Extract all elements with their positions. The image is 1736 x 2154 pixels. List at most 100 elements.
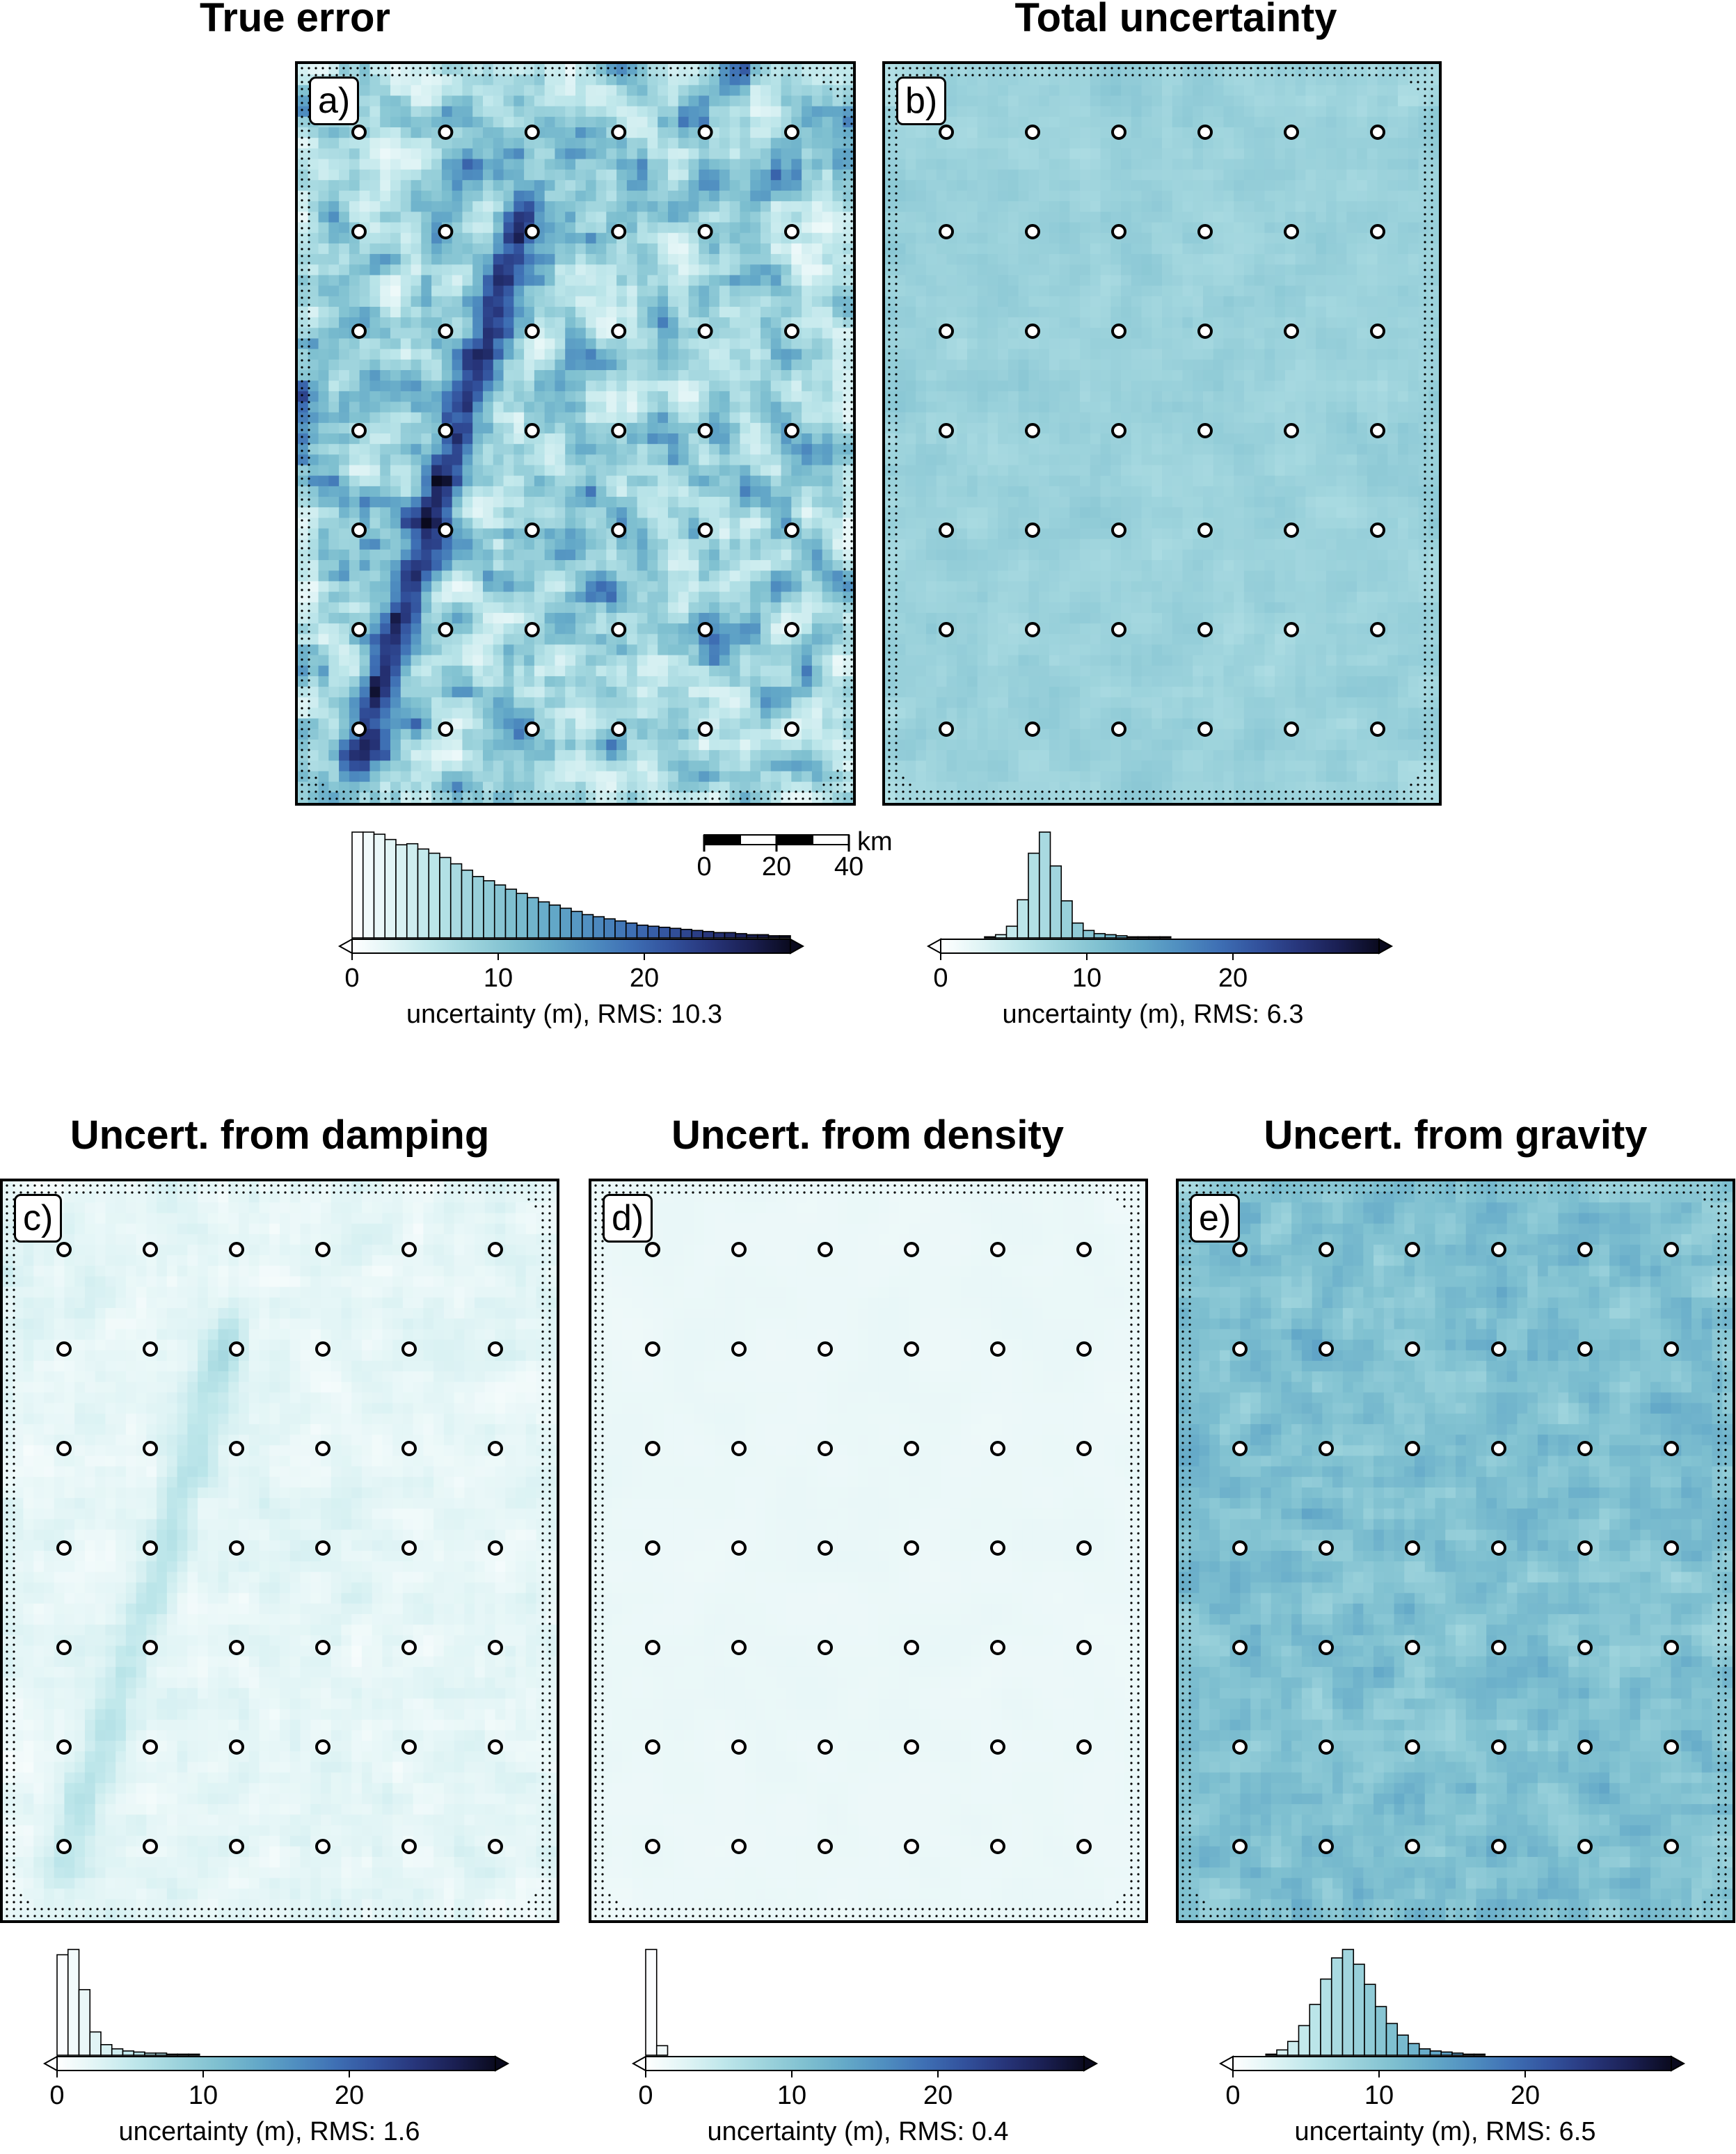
histogram-bar (417, 848, 430, 939)
station-marker (1577, 1839, 1593, 1854)
station-marker (645, 1242, 660, 1257)
station-marker (939, 423, 954, 438)
station-marker (1405, 1640, 1420, 1655)
histogram-bar (351, 831, 364, 939)
station-marker (1197, 721, 1213, 737)
colorbar-histogram-damping: 0 10 20 uncertainty (m), RMS: 1.6 (42, 1949, 510, 2146)
histogram-bar (516, 893, 528, 939)
histogram-bar (1093, 933, 1106, 939)
station-marker (1491, 1242, 1506, 1257)
histogram-bar (1451, 2052, 1464, 2056)
station-marker (1076, 1242, 1092, 1257)
station-marker (1319, 1242, 1334, 1257)
histogram-bar (154, 2052, 168, 2056)
station-marker (1076, 1441, 1092, 1456)
colorbar (351, 939, 791, 954)
station-marker (818, 1341, 833, 1357)
station-marker (143, 1242, 158, 1257)
histogram-bar (581, 914, 594, 939)
colorbar-tick-label: 20 (1218, 964, 1248, 993)
station-marker (315, 1242, 331, 1257)
histogram-bar (592, 916, 605, 939)
station-marker (1025, 721, 1040, 737)
station-marker (731, 1341, 747, 1357)
histogram-bar (406, 843, 419, 939)
histogram-bar (1330, 1957, 1344, 2056)
station-marker (488, 1839, 503, 1854)
histogram-bar (767, 935, 781, 939)
station-marker (1405, 1341, 1420, 1357)
station-marker (229, 1640, 244, 1655)
station-marker (438, 622, 454, 637)
colorbar-tick-label: 20 (1511, 2081, 1540, 2110)
station-marker (939, 721, 954, 737)
station-marker (1111, 522, 1126, 538)
colorbar (940, 939, 1380, 954)
station-marker (1491, 1441, 1506, 1456)
station-marker (143, 1341, 158, 1357)
station-marker (611, 224, 627, 239)
station-marker (990, 1540, 1005, 1556)
histogram-bar (188, 2053, 200, 2056)
station-marker (611, 622, 627, 637)
scale-bar-tick-40: 40 (834, 852, 863, 881)
station-marker (1076, 1640, 1092, 1655)
panel-label-b: b) (896, 77, 947, 125)
histogram-bar (614, 920, 627, 939)
station-marker (401, 1540, 417, 1556)
histogram-bar (527, 897, 539, 939)
station-marker (731, 1640, 747, 1655)
station-marker (1319, 1839, 1334, 1854)
station-marker (1405, 1839, 1420, 1854)
station-marker (56, 1540, 72, 1556)
heatmap-total-uncertainty (885, 64, 1439, 803)
station-marker (1491, 1739, 1506, 1755)
scale-bar-tick-0: 0 (696, 852, 711, 881)
station-marker (1577, 1540, 1593, 1556)
colorbar-min-arrow (337, 938, 353, 955)
station-marker (1370, 423, 1385, 438)
colorbar-tick-label: 10 (1364, 2081, 1394, 2110)
station-marker (1111, 324, 1126, 339)
station-marker (488, 1341, 503, 1357)
station-markers (1232, 1242, 1679, 1854)
histogram-bar (144, 2052, 157, 2056)
station-marker (488, 1540, 503, 1556)
station-marker (1076, 1540, 1092, 1556)
histogram-bar (712, 932, 726, 939)
histogram-bar (691, 930, 703, 939)
station-marker (1319, 1739, 1334, 1755)
station-marker (229, 1540, 244, 1556)
station-marker (1319, 1540, 1334, 1556)
histogram-bar (756, 934, 770, 939)
histogram-bar (702, 931, 715, 939)
station-marker (488, 1640, 503, 1655)
station-marker (645, 1640, 660, 1655)
station-marker (697, 522, 713, 538)
station-marker (1111, 622, 1126, 637)
station-marker (1491, 1640, 1506, 1655)
histogram-bar (122, 2050, 135, 2056)
station-marker (697, 721, 713, 737)
station-marker (818, 1640, 833, 1655)
histogram-bar (483, 880, 495, 939)
edge-dot-hatch (888, 67, 1433, 800)
station-marker (990, 1341, 1005, 1357)
heatmap-true-error (298, 64, 853, 803)
station-marker (697, 622, 713, 637)
station-marker (438, 721, 454, 737)
station-marker (524, 324, 540, 339)
station-marker (1232, 1242, 1248, 1257)
station-marker (56, 1441, 72, 1456)
station-marker (611, 721, 627, 737)
colorbar-histogram-true-error: 0 10 20 uncertainty (m), RMS: 10.3 (337, 831, 805, 1029)
station-marker (1076, 1839, 1092, 1854)
station-marker (351, 522, 367, 538)
map-panel-gravity: e) (1176, 1179, 1735, 1923)
station-marker (1232, 1441, 1248, 1456)
station-marker (1284, 423, 1299, 438)
histogram-bar (645, 1949, 658, 2056)
map-panel-true-error: a) (295, 61, 856, 806)
station-marker (229, 1441, 244, 1456)
histogram-bar (395, 844, 408, 939)
